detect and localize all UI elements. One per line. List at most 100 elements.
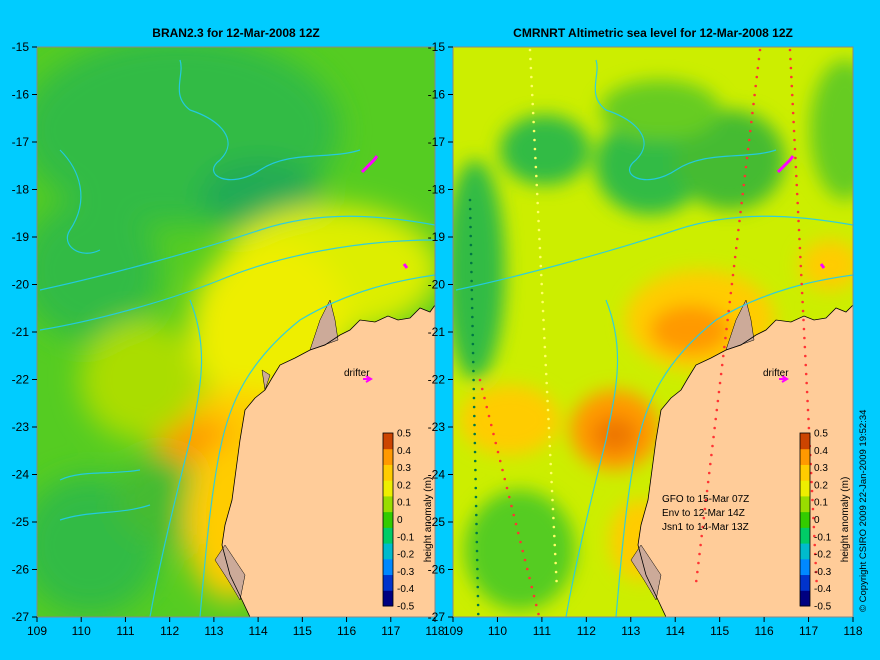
colorbar-swatch [800, 464, 810, 481]
left-colorbar: 0.5 0.4 0.3 0.2 0.1 0 -0.1 -0.2 -0.3 -0.4 -0.5 heig… [382, 429, 434, 613]
track-point [468, 198, 472, 202]
x-tick-label: 110 [488, 624, 507, 638]
track-point [802, 327, 806, 331]
y-tick-label: -25 [12, 515, 30, 529]
right-panel: CMRNRT Altimetric sea level for 12-Mar-2… [428, 26, 863, 638]
left-panel-title: BRAN2.3 for 12-Mar-2008 12Z [152, 26, 319, 40]
track-point [720, 363, 724, 367]
colorbar-tick-label: 0.3 [814, 463, 828, 474]
track-point [541, 309, 545, 313]
colorbar-swatch [383, 590, 393, 607]
track-point [697, 561, 700, 565]
colorbar-swatch [383, 480, 393, 497]
track-point [471, 333, 475, 337]
track-point [548, 444, 552, 448]
track-point [718, 381, 722, 385]
colorbar-swatch [383, 558, 393, 576]
y-tick-label: -27 [12, 610, 30, 624]
track-point [543, 345, 547, 349]
track-point [543, 336, 546, 340]
track-point [534, 165, 538, 169]
mission-jsn1: Jsn1 to 14-Mar 13Z [662, 522, 749, 533]
track-point [751, 111, 754, 115]
colorbar-swatch [800, 543, 810, 560]
track-point [476, 585, 480, 589]
track-point [696, 570, 699, 574]
right-drifter-label: drifter [763, 368, 789, 379]
track-point [473, 450, 477, 454]
left-heatmap-field: drifter [37, 47, 435, 617]
track-point [530, 93, 534, 97]
track-point [795, 192, 799, 196]
track-point [794, 165, 798, 169]
track-point [501, 468, 504, 472]
track-point [472, 369, 475, 373]
track-point [536, 201, 539, 205]
track-point [474, 504, 478, 508]
track-point [758, 48, 762, 52]
track-point [476, 594, 480, 598]
track-point [539, 255, 542, 259]
track-point [812, 525, 816, 529]
left-axes: 109 110 111 112 113 114 115 116 117 118 -15 -16 -17 -… [12, 40, 445, 638]
track-point [529, 57, 532, 61]
track-point [710, 453, 713, 457]
x-tick-label: 113 [621, 624, 640, 638]
x-tick-label: 114 [249, 624, 268, 638]
y-tick-label: -20 [12, 278, 30, 292]
track-point [539, 273, 543, 277]
track-point [538, 246, 542, 250]
y-tick-label: -27 [428, 610, 446, 624]
track-point [544, 372, 548, 376]
track-point [740, 201, 743, 205]
track-point [470, 297, 474, 301]
colorbar-tick-label: 0.2 [814, 480, 828, 491]
track-point [529, 66, 533, 70]
track-point [523, 558, 527, 562]
track-point [512, 513, 516, 517]
track-point [731, 273, 735, 277]
colorbar-tick-label: 0.4 [397, 446, 411, 457]
track-point [531, 102, 534, 106]
track-point [804, 354, 807, 358]
right-panel-title: CMRNRT Altimetric sea level for 12-Mar-2… [513, 26, 793, 40]
track-point [476, 603, 480, 607]
track-point [548, 453, 552, 457]
track-point [803, 336, 806, 340]
altimeter-track-points [468, 48, 818, 616]
track-point [474, 477, 477, 481]
track-point [546, 408, 550, 412]
track-point [475, 531, 478, 535]
track-point [507, 495, 511, 499]
track-point [756, 66, 760, 70]
track-point [492, 432, 495, 436]
colorbar-tick-label: -0.3 [397, 567, 415, 578]
track-point [469, 243, 473, 247]
track-point [535, 192, 539, 196]
track-point [709, 462, 712, 466]
y-tick-label: -15 [12, 40, 30, 54]
track-point [712, 435, 715, 439]
colorbar-frame [382, 432, 394, 607]
y-tick-label: -21 [428, 325, 446, 339]
track-point [489, 423, 493, 427]
track-point [802, 318, 805, 322]
y-tick-label: -24 [12, 468, 30, 482]
track-point [732, 264, 736, 268]
track-point [473, 414, 476, 418]
track-point [791, 102, 794, 106]
track-point [796, 201, 799, 205]
track-point [468, 207, 472, 211]
track-point [738, 219, 741, 223]
track-point [514, 522, 518, 526]
track-point [754, 84, 757, 88]
track-point [478, 378, 482, 382]
colorbar-tick-label: -0.5 [397, 602, 415, 613]
track-point [729, 291, 733, 295]
track-point [473, 423, 476, 427]
track-point [799, 255, 802, 259]
track-point [533, 138, 536, 142]
track-point [472, 387, 476, 391]
y-tick-label: -20 [428, 278, 446, 292]
